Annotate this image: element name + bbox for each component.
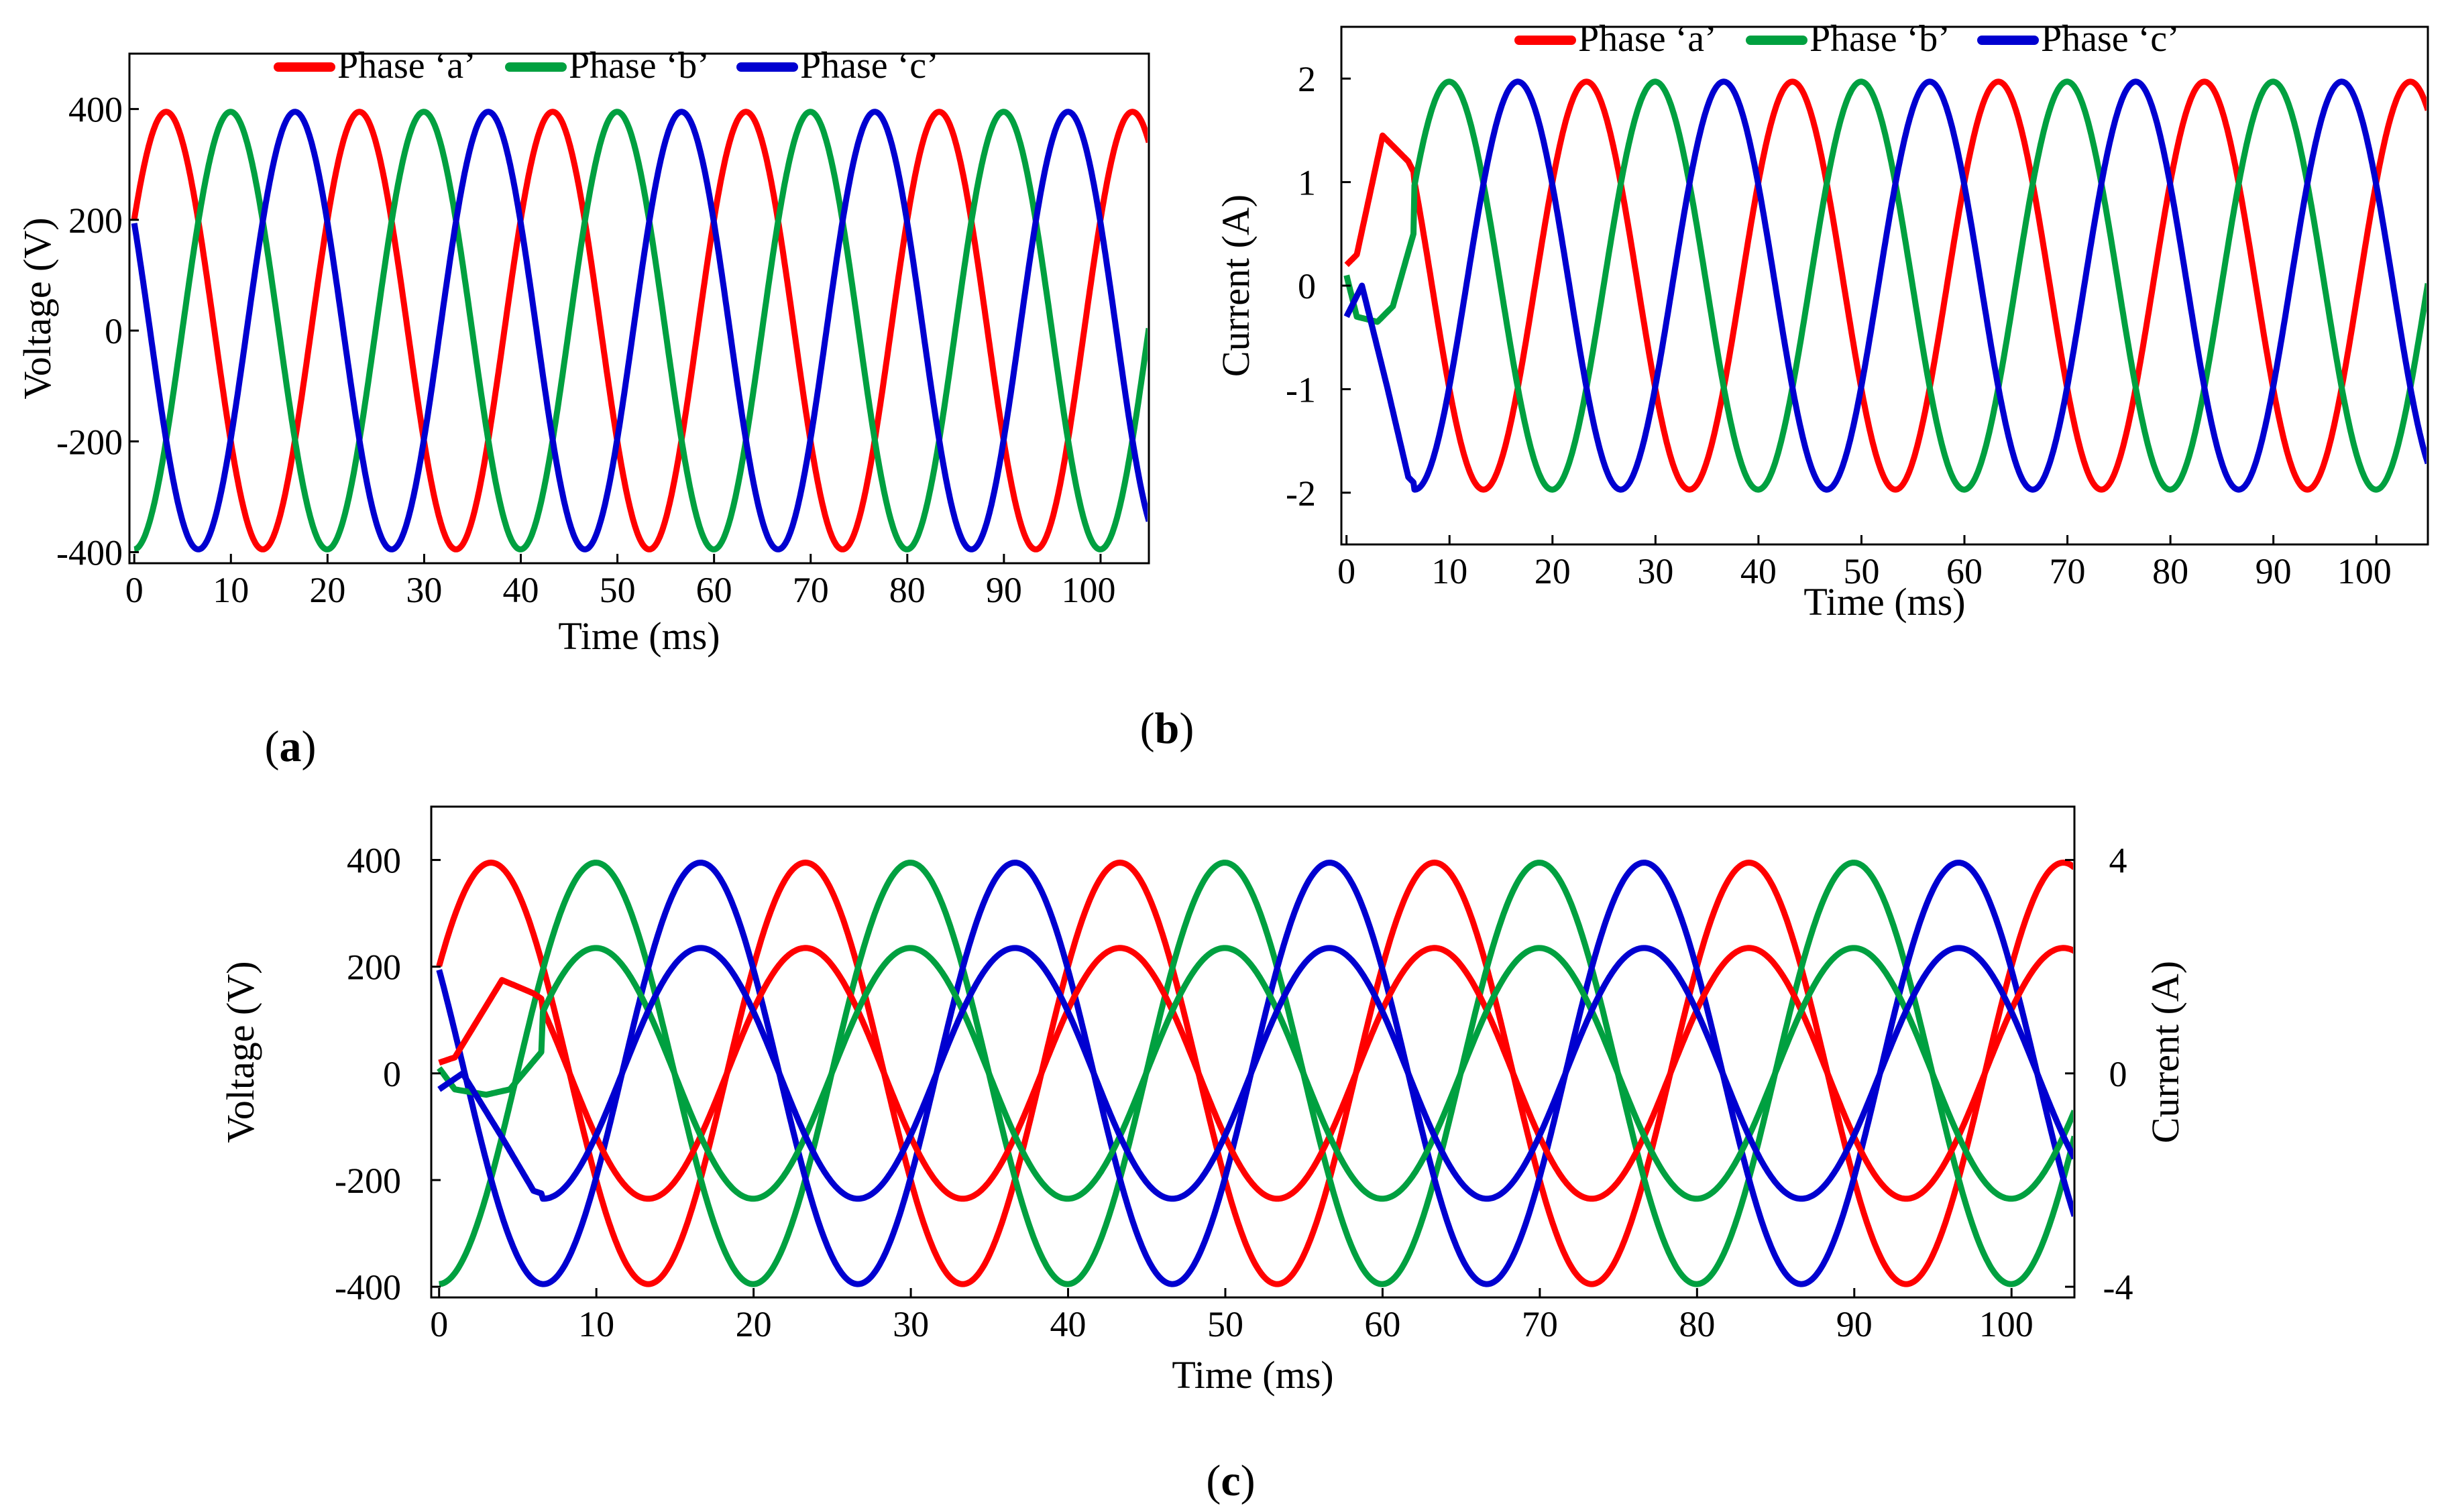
series-group bbox=[436, 860, 2073, 1287]
y-tick-label: 0 bbox=[105, 311, 123, 351]
chart-panel-c: 0 10 20 30 40 50 60 70 80 90 1004002000-200-40040-… bbox=[219, 805, 2187, 1505]
y2-axis-label: Current (A) bbox=[2143, 961, 2187, 1143]
y2-tick-label: 4 bbox=[2109, 841, 2127, 881]
y-tick-label: 2 bbox=[1298, 59, 1316, 99]
y-tick-label: 400 bbox=[347, 841, 401, 881]
y-axis-label: Voltage (V) bbox=[15, 217, 59, 399]
series-line-voltage-phase-c bbox=[436, 860, 2073, 1287]
y2-tick-label: 0 bbox=[2109, 1054, 2127, 1094]
y-tick-label: -400 bbox=[335, 1267, 401, 1307]
x-tick-label: 30 bbox=[1637, 551, 1673, 591]
x-tick-label: 40 bbox=[1050, 1304, 1087, 1344]
legend-label: Phase ‘c’ bbox=[2041, 18, 2180, 60]
y-tick-label: 200 bbox=[68, 200, 123, 241]
series-line-current-phase-b bbox=[437, 945, 2073, 1202]
x-tick-label: 0 bbox=[125, 570, 144, 610]
x-axis-label: Time (ms) bbox=[1803, 580, 1965, 624]
legend-label: Phase ‘a’ bbox=[337, 45, 476, 86]
x-tick-label: 20 bbox=[736, 1304, 772, 1344]
x-tick-label: 50 bbox=[1207, 1304, 1243, 1344]
y-tick-label: -1 bbox=[1286, 369, 1316, 410]
panel-label-letter: b bbox=[1155, 704, 1180, 753]
x-tick-label: 10 bbox=[213, 570, 249, 610]
legend-label: Phase ‘c’ bbox=[800, 45, 939, 86]
y-tick-label: 0 bbox=[383, 1054, 401, 1094]
x-tick-label: 60 bbox=[696, 570, 732, 610]
legend-label: Phase ‘b’ bbox=[569, 45, 710, 86]
series-line-voltage-phase-b bbox=[437, 860, 2073, 1287]
series-line-current-phase-c bbox=[437, 945, 2073, 1202]
series-line-phase-b bbox=[132, 109, 1148, 553]
series-line-phase-c bbox=[1343, 78, 2427, 493]
y-tick-label: 400 bbox=[68, 90, 123, 130]
x-tick-label: 100 bbox=[2337, 551, 2392, 591]
y-tick-label: 200 bbox=[347, 947, 401, 988]
y-axis-label: Voltage (V) bbox=[219, 961, 262, 1143]
x-tick-label: 90 bbox=[986, 570, 1022, 610]
x-tick-label: 10 bbox=[578, 1304, 614, 1344]
panel-label-letter: c bbox=[1221, 1456, 1240, 1505]
x-tick-label: 70 bbox=[793, 570, 829, 610]
y-tick-label: 1 bbox=[1298, 163, 1316, 203]
x-tick-label: 80 bbox=[1679, 1304, 1715, 1344]
panel-label-letter: a bbox=[280, 722, 302, 771]
x-tick-label: 60 bbox=[1364, 1304, 1400, 1344]
legend-label: Phase ‘a’ bbox=[1578, 18, 1717, 60]
y-tick-label: -200 bbox=[335, 1161, 401, 1201]
plot-frame bbox=[128, 52, 1150, 565]
x-axis-label: Time (ms) bbox=[558, 614, 720, 658]
y2-tick-label: -4 bbox=[2103, 1267, 2133, 1307]
series-line-phase-a bbox=[131, 109, 1148, 553]
x-tick-label: 40 bbox=[503, 570, 539, 610]
x-tick-label: 90 bbox=[2256, 551, 2292, 591]
x-tick-label: 100 bbox=[1979, 1304, 2034, 1344]
panel-label: (c) bbox=[1206, 1456, 1255, 1505]
series-line-phase-c bbox=[131, 109, 1148, 553]
x-axis-label: Time (ms) bbox=[1172, 1353, 1333, 1397]
x-tick-label: 10 bbox=[1431, 551, 1467, 591]
y-tick-label: -400 bbox=[56, 532, 123, 573]
x-tick-label: 50 bbox=[1843, 551, 1879, 591]
x-tick-label: 70 bbox=[1522, 1304, 1558, 1344]
series-group bbox=[1343, 78, 2427, 493]
x-tick-label: 100 bbox=[1061, 570, 1115, 610]
y-axis-label: Current (A) bbox=[1214, 194, 1258, 377]
panel-label: (a) bbox=[265, 722, 317, 771]
x-tick-label: 80 bbox=[889, 570, 926, 610]
legend-label: Phase ‘b’ bbox=[1809, 18, 1950, 60]
y-tick-label: 0 bbox=[1298, 266, 1316, 306]
x-tick-label: 0 bbox=[430, 1304, 448, 1344]
x-tick-label: 70 bbox=[2050, 551, 2086, 591]
x-tick-label: 90 bbox=[1836, 1304, 1873, 1344]
x-tick-label: 20 bbox=[309, 570, 345, 610]
x-tick-label: 60 bbox=[1946, 551, 1983, 591]
x-tick-label: 40 bbox=[1740, 551, 1777, 591]
panel-label: (b) bbox=[1140, 704, 1194, 753]
series-group bbox=[131, 109, 1148, 553]
plot-frame bbox=[430, 805, 2076, 1299]
x-tick-label: 30 bbox=[893, 1304, 929, 1344]
series-line-phase-b bbox=[1343, 78, 2427, 493]
x-tick-label: 50 bbox=[600, 570, 636, 610]
x-tick-label: 0 bbox=[1337, 551, 1355, 591]
y-tick-label: -2 bbox=[1286, 473, 1316, 514]
x-tick-label: 80 bbox=[2152, 551, 2188, 591]
y-tick-label: -200 bbox=[56, 422, 123, 462]
series-line-phase-a bbox=[1344, 78, 2427, 493]
x-tick-label: 20 bbox=[1535, 551, 1571, 591]
x-tick-label: 30 bbox=[406, 570, 442, 610]
chart-panel-a: 0 10 20 30 40 50 60 70 80 90 100 400 200 0 -200 -400 Tim… bbox=[15, 45, 1150, 771]
